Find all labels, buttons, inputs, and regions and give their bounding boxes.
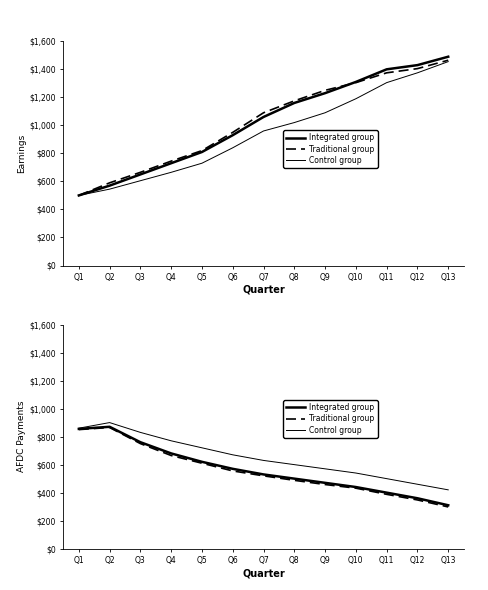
Traditional group (414, 65, 420, 72)
Control group (384, 475, 389, 482)
Integrated group (384, 65, 389, 73)
Control group (138, 177, 143, 184)
Control group (76, 425, 82, 432)
Integrated group (76, 425, 82, 432)
Traditional group (199, 147, 205, 154)
Control group (291, 119, 297, 126)
Integrated group (230, 466, 236, 473)
Y-axis label: AFDC Payments: AFDC Payments (18, 401, 26, 473)
Control group (291, 461, 297, 468)
Integrated group (261, 113, 266, 120)
Integrated group (414, 61, 420, 68)
Control group (261, 127, 266, 135)
Integrated group (322, 90, 328, 97)
Traditional group (445, 503, 451, 510)
Legend: Integrated group, Traditional group, Control group: Integrated group, Traditional group, Con… (284, 130, 378, 168)
Line: Control group: Control group (79, 61, 448, 195)
Y-axis label: Earnings: Earnings (18, 134, 26, 173)
Control group (107, 419, 113, 426)
Integrated group (291, 99, 297, 106)
Traditional group (76, 426, 82, 433)
Line: Integrated group: Integrated group (79, 57, 448, 195)
Integrated group (168, 450, 174, 457)
Control group (230, 144, 236, 151)
Integrated group (230, 132, 236, 139)
Control group (445, 58, 451, 65)
Traditional group (291, 477, 297, 484)
Traditional group (199, 460, 205, 467)
Control group (230, 451, 236, 458)
Control group (199, 444, 205, 451)
Control group (168, 437, 174, 444)
Control group (322, 466, 328, 473)
Traditional group (261, 109, 266, 116)
Traditional group (230, 129, 236, 136)
X-axis label: Quarter: Quarter (242, 568, 285, 578)
Control group (138, 429, 143, 436)
Traditional group (384, 491, 389, 498)
Integrated group (76, 192, 82, 199)
Control group (353, 95, 359, 102)
Traditional group (261, 472, 266, 479)
Control group (353, 470, 359, 477)
Control group (414, 69, 420, 76)
Control group (168, 169, 174, 176)
Control group (445, 486, 451, 493)
Integrated group (291, 475, 297, 482)
Integrated group (107, 423, 113, 430)
Control group (76, 192, 82, 199)
Traditional group (353, 484, 359, 491)
Traditional group (168, 452, 174, 459)
Integrated group (353, 78, 359, 86)
Control group (322, 109, 328, 116)
Traditional group (322, 481, 328, 488)
Line: Control group: Control group (79, 422, 448, 490)
Integrated group (261, 471, 266, 478)
Integrated group (199, 458, 205, 466)
X-axis label: Quarter: Quarter (242, 285, 285, 295)
Control group (384, 79, 389, 86)
Traditional group (230, 467, 236, 474)
Integrated group (199, 149, 205, 156)
Integrated group (138, 439, 143, 446)
Integrated group (168, 160, 174, 167)
Traditional group (76, 192, 82, 199)
Control group (414, 481, 420, 488)
Traditional group (138, 169, 143, 176)
Control group (107, 186, 113, 193)
Integrated group (445, 53, 451, 60)
Integrated group (107, 182, 113, 189)
Traditional group (107, 424, 113, 431)
Integrated group (445, 502, 451, 509)
Traditional group (107, 179, 113, 186)
Traditional group (353, 79, 359, 86)
Control group (199, 160, 205, 167)
Traditional group (322, 87, 328, 94)
Line: Integrated group: Integrated group (79, 427, 448, 505)
Traditional group (168, 158, 174, 165)
Traditional group (414, 496, 420, 503)
Integrated group (138, 171, 143, 178)
Control group (261, 457, 266, 464)
Line: Traditional group: Traditional group (79, 428, 448, 507)
Traditional group (291, 97, 297, 104)
Traditional group (138, 440, 143, 447)
Traditional group (384, 69, 389, 76)
Integrated group (414, 494, 420, 501)
Integrated group (322, 479, 328, 486)
Traditional group (445, 57, 451, 64)
Integrated group (353, 484, 359, 491)
Legend: Integrated group, Traditional group, Control group: Integrated group, Traditional group, Con… (284, 400, 378, 438)
Line: Traditional group: Traditional group (79, 60, 448, 195)
Integrated group (384, 489, 389, 496)
